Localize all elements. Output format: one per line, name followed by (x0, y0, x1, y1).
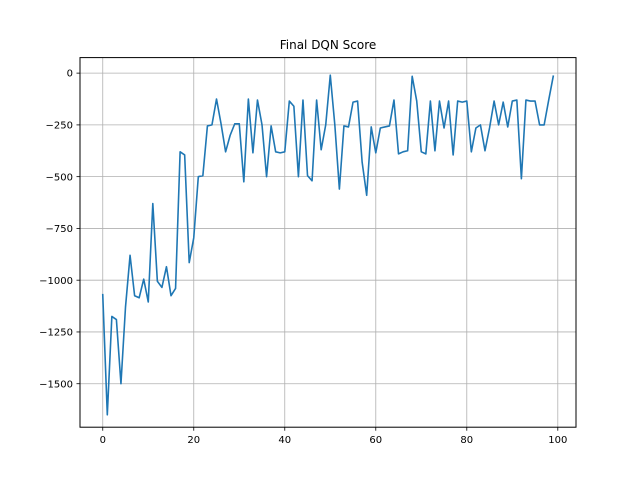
y-tick-label: −1000 (39, 276, 73, 287)
x-axis-ticks: 0 20 40 60 80 100 (100, 427, 567, 446)
x-tick-label: 40 (278, 435, 291, 446)
y-tick-label: −500 (46, 172, 73, 183)
plot-frame (79, 57, 577, 428)
y-axis-ticks: 0 −250 −500 −750 −1000 −1250 −1500 (39, 69, 80, 390)
x-tick-label: 60 (369, 435, 382, 446)
x-tick-label: 100 (548, 435, 567, 446)
y-tick-label: −750 (46, 224, 73, 235)
grid-lines (80, 57, 576, 428)
series-line (101, 74, 555, 416)
x-tick-label: 0 (100, 435, 106, 446)
x-tick-label: 80 (460, 435, 473, 446)
y-tick-label: −250 (46, 120, 73, 131)
y-tick-label: −1250 (39, 328, 73, 339)
x-tick-label: 20 (187, 435, 200, 446)
chart-title: Final DQN Score (280, 38, 377, 52)
y-tick-label: −1500 (39, 379, 73, 390)
series-layer (101, 74, 555, 416)
y-tick-label: 0 (67, 69, 73, 80)
